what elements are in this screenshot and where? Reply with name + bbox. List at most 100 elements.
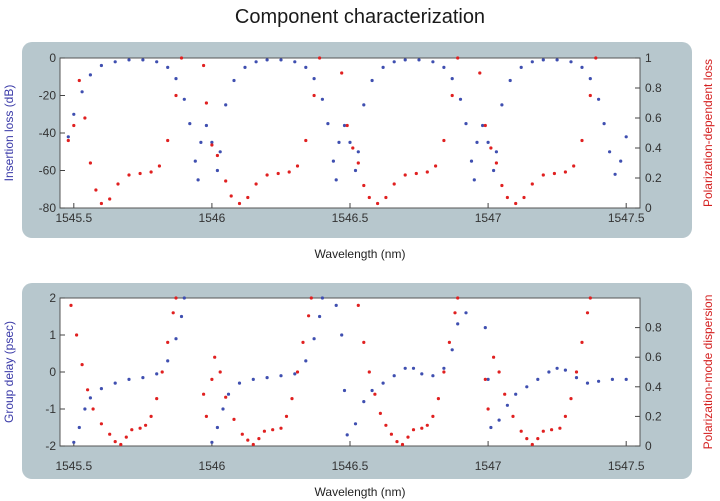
blue-data-point — [237, 381, 242, 385]
blue-data-point — [66, 135, 70, 139]
right-y-tick-label: 0 — [645, 439, 652, 453]
red-data-point — [295, 164, 300, 168]
red-data-point — [362, 340, 366, 344]
red-data-point — [295, 370, 300, 374]
red-data-point — [166, 138, 170, 143]
red-data-point — [389, 432, 393, 436]
red-data-point — [224, 179, 228, 183]
blue-data-point — [541, 58, 545, 62]
red-data-point — [229, 194, 233, 198]
left-y-tick-label: -40 — [39, 126, 57, 140]
blue-data-point — [431, 60, 435, 64]
red-data-point — [124, 435, 128, 439]
red-data-point — [367, 195, 371, 200]
red-data-point — [166, 340, 170, 344]
blue-data-point — [624, 135, 628, 139]
red-data-point — [174, 296, 178, 300]
blue-data-point — [210, 140, 214, 144]
red-data-point — [392, 182, 396, 186]
red-data-point — [434, 164, 438, 168]
red-data-point — [149, 414, 153, 418]
blue-data-point — [370, 78, 374, 83]
red-data-point — [130, 428, 134, 432]
blue-data-point — [193, 159, 197, 163]
blue-data-point — [254, 60, 258, 64]
ticks-group: 1545.5 1546 1546.5 1547 1547.5 2 1 0 -1 -2 0.8 0.6 0… — [45, 291, 662, 473]
red-data-point — [240, 432, 244, 436]
red-data-point — [395, 440, 399, 444]
x-tick-label: 1547.5 — [608, 459, 645, 473]
red-data-point — [91, 407, 95, 411]
blue-data-point — [519, 65, 523, 69]
blue-data-point — [563, 368, 568, 372]
blue-data-point — [215, 168, 219, 173]
blue-data-point — [486, 140, 490, 144]
red-data-point — [486, 407, 490, 411]
blue-data-point — [489, 425, 493, 430]
x-axis-label: Wavelength (nm) — [315, 247, 406, 261]
red-data-point — [113, 440, 117, 444]
red-data-point — [425, 423, 429, 427]
red-data-point — [210, 143, 214, 147]
red-data-point — [69, 303, 73, 307]
blue-data-point — [204, 123, 208, 128]
blue-data-point — [420, 372, 424, 376]
red-data-point — [436, 397, 440, 401]
red-data-point — [503, 392, 507, 396]
red-data-point — [541, 173, 545, 177]
blue-data-point — [392, 374, 396, 378]
blue-data-point — [182, 296, 186, 300]
blue-data-point — [88, 396, 92, 400]
red-data-point — [287, 170, 291, 174]
insertion-loss-panel: Wavelength (nm) Insertion loss (dB) Pola… — [2, 42, 715, 261]
blue-data-point — [381, 381, 385, 385]
left-y-tick-label: -80 — [39, 201, 57, 215]
blue-data-point — [326, 122, 330, 126]
red-data-point — [580, 138, 584, 143]
right-y-tick-label: 0.8 — [645, 81, 662, 95]
blue-data-point — [348, 140, 352, 144]
red-data-point — [384, 423, 388, 427]
blue-data-point — [450, 77, 454, 81]
red-data-point — [362, 183, 366, 188]
blue-data-point — [251, 377, 255, 381]
blue-data-point — [113, 381, 117, 385]
red-data-point — [572, 164, 576, 168]
left-y-tick-label: 2 — [49, 291, 56, 305]
blue-data-point — [127, 377, 131, 381]
red-data-point — [525, 437, 529, 441]
blue-data-point — [442, 366, 446, 370]
red-data-point — [149, 170, 153, 174]
blue-data-point — [141, 58, 145, 62]
red-data-point — [304, 138, 308, 143]
red-data-point — [171, 311, 175, 315]
red-data-point — [204, 414, 208, 418]
blue-data-point — [555, 366, 559, 370]
right-y-tick-label: 0.2 — [645, 409, 662, 423]
blue-data-point — [226, 392, 231, 396]
blue-data-point — [417, 58, 421, 62]
red-data-point — [75, 333, 79, 337]
red-data-point — [376, 201, 380, 206]
blue-data-point — [602, 122, 606, 126]
red-data-point — [400, 442, 405, 447]
red-data-point — [356, 303, 360, 307]
red-data-point — [108, 197, 112, 201]
blue-data-point — [83, 407, 87, 411]
blue-data-point — [218, 150, 222, 154]
red-data-point — [254, 182, 258, 186]
blue-data-point — [320, 97, 324, 101]
red-data-point — [563, 414, 568, 418]
blue-data-point — [475, 140, 479, 144]
red-data-point — [594, 56, 598, 60]
red-data-point — [569, 397, 573, 401]
blue-data-point — [381, 65, 385, 69]
red-data-point — [318, 56, 322, 60]
red-data-point — [403, 173, 407, 177]
plot-area — [59, 297, 641, 447]
red-data-point — [356, 161, 360, 165]
red-data-point — [588, 93, 592, 98]
blue-data-point — [293, 372, 297, 376]
red-data-point — [511, 414, 515, 418]
red-data-point — [279, 426, 283, 430]
